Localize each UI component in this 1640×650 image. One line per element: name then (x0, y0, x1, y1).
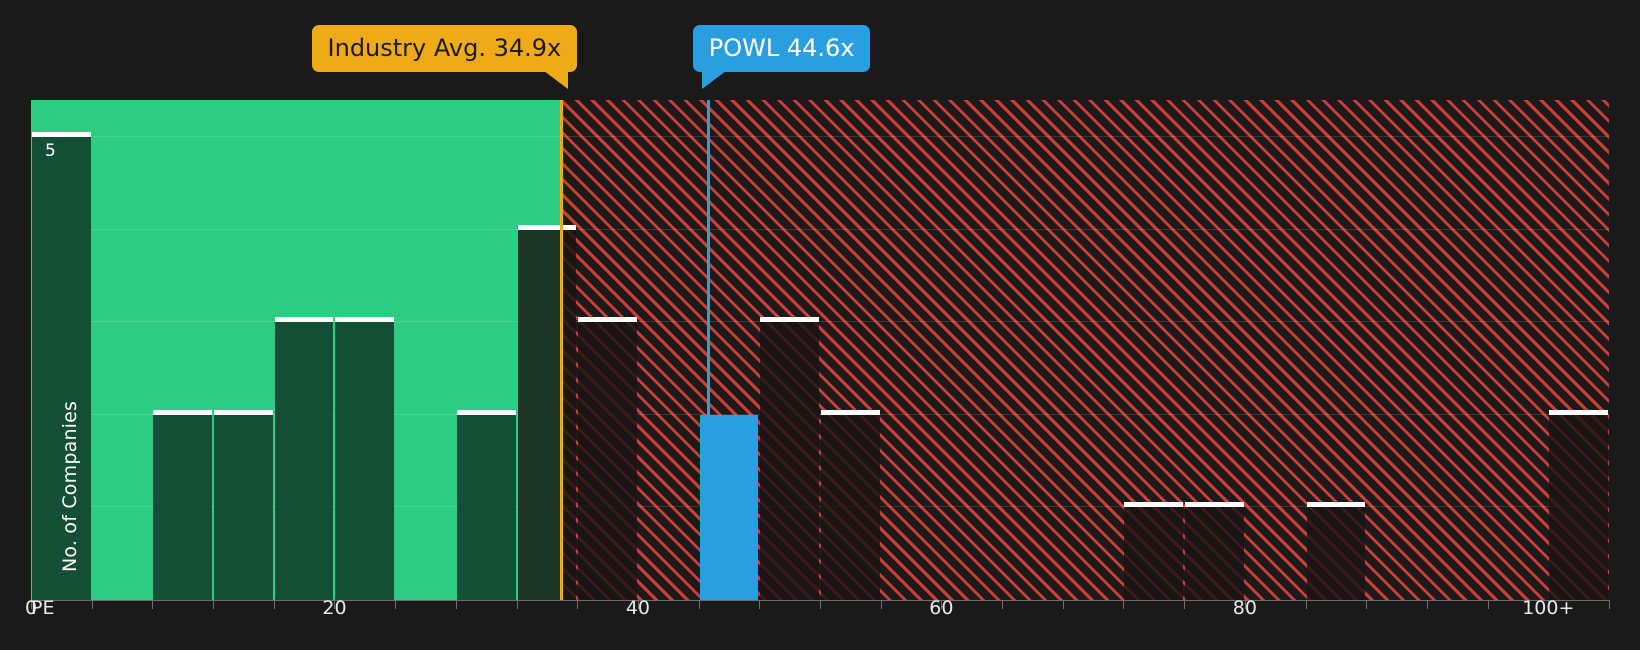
x-axis-tick (1123, 600, 1125, 609)
x-axis-tick (1244, 600, 1246, 609)
histogram-bar[interactable] (1124, 502, 1184, 600)
bar-top-cap (1549, 409, 1608, 415)
histogram-bar[interactable] (153, 409, 213, 600)
x-axis-tick (152, 600, 154, 609)
x-axis-tick (1548, 600, 1550, 609)
histogram-bar[interactable] (1185, 502, 1244, 600)
histogram-bar[interactable] (274, 317, 334, 600)
x-axis-tick (273, 600, 275, 609)
x-axis-tick (91, 600, 93, 609)
x-axis-tick (637, 600, 639, 609)
histogram-bar[interactable] (578, 317, 637, 600)
x-axis-tick (577, 600, 579, 609)
x-axis-tick (759, 600, 761, 609)
x-axis-tick (516, 600, 518, 609)
histogram-bar[interactable] (760, 317, 819, 600)
x-axis-tick (1609, 600, 1610, 609)
industry-average-callout-label: Industry Avg. 34.9x (327, 34, 562, 62)
x-axis-tick (1426, 600, 1428, 609)
company-marker-line (706, 100, 710, 415)
bar-top-cap (335, 317, 395, 323)
bar-top-cap (214, 409, 273, 415)
x-axis-prefix-label: PE (31, 597, 55, 619)
bar-top-cap (1124, 502, 1184, 508)
x-axis-tick (395, 600, 397, 609)
x-axis-tick (1002, 600, 1004, 609)
x-axis-tick (698, 600, 700, 609)
bar-top-cap (1185, 502, 1244, 508)
x-axis-tick (1305, 600, 1307, 609)
x-axis-tick (213, 600, 215, 609)
x-axis-tick (1062, 600, 1064, 609)
callout-tail (544, 71, 569, 89)
gridline (31, 321, 1609, 323)
y-axis-tick-label: 5 (45, 141, 56, 162)
x-axis-tick-label: 20 (322, 597, 347, 619)
bar-top-cap (760, 317, 819, 323)
bar-top-cap (456, 409, 516, 415)
x-axis-tick-label: 100+ (1522, 597, 1575, 619)
bar-top-cap (1306, 502, 1366, 508)
company-value-callout[interactable]: POWL 44.6x (692, 25, 871, 89)
histogram-bar[interactable] (1549, 409, 1608, 600)
histogram-bar[interactable] (1306, 502, 1366, 600)
x-axis-tick (941, 600, 943, 609)
y-axis-title: No. of Companies (59, 400, 81, 572)
x-axis-tick (820, 600, 821, 609)
industry-average-callout[interactable]: Industry Avg. 34.9x (311, 25, 578, 89)
company-value-callout-label: POWL 44.6x (708, 34, 855, 62)
bar-top-cap (153, 409, 213, 415)
x-axis-tick-label: 60 (929, 597, 954, 619)
x-axis-tick (455, 600, 457, 609)
histogram-bar[interactable] (32, 132, 91, 600)
gridline (31, 136, 1609, 138)
x-axis-tick-label: 40 (625, 597, 651, 619)
histogram-bar[interactable] (699, 414, 759, 600)
bar-top-cap (32, 132, 91, 138)
callout-tail (701, 71, 726, 89)
x-axis-tick (1366, 600, 1368, 609)
gridline (31, 228, 1609, 230)
x-axis-tick (1487, 600, 1489, 609)
plot-area (31, 100, 1609, 600)
x-axis-tick (880, 600, 882, 609)
x-axis-tick-label: 80 (1232, 597, 1257, 619)
gridline (31, 506, 1609, 508)
bar-top-cap (578, 317, 637, 323)
bar-top-cap (274, 317, 334, 323)
x-axis-tick (31, 600, 32, 609)
x-axis-tick (334, 600, 336, 609)
gridline (31, 413, 1609, 415)
x-axis-tick (1184, 600, 1186, 609)
bar-top-cap (821, 409, 880, 415)
region-overvalued (560, 100, 1609, 600)
industry-average-marker-line (559, 100, 563, 600)
histogram-bar[interactable] (456, 409, 516, 600)
bar-top-cap (517, 224, 577, 230)
histogram-bar[interactable] (214, 409, 273, 600)
x-axis-tick-label: 0 (24, 597, 38, 619)
histogram-bar[interactable] (517, 224, 577, 600)
histogram-bar[interactable] (821, 409, 880, 600)
histogram-bar[interactable] (335, 317, 395, 600)
